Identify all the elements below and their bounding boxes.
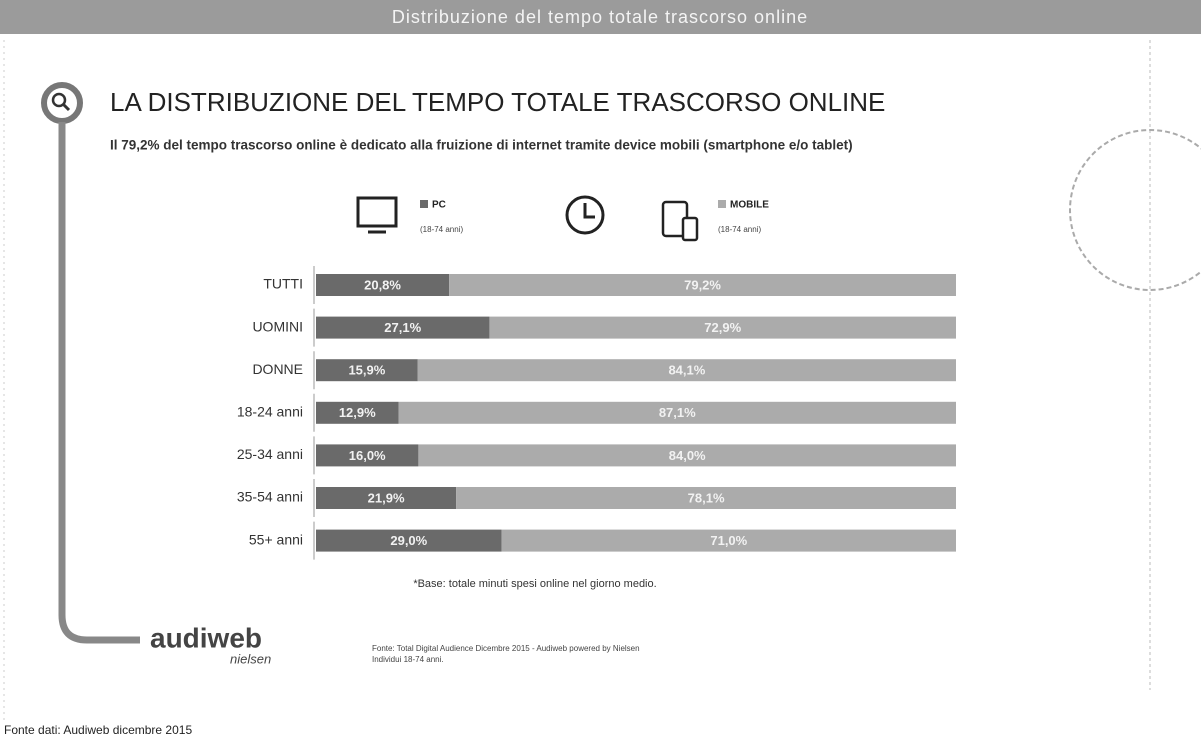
data-label: 15,9% [348,363,385,378]
data-label: 29,0% [390,533,427,548]
y-tick-label: 55+ anni [249,531,303,547]
stamp [1069,129,1201,291]
data-label: 16,0% [349,448,386,463]
legend-swatch [718,200,726,208]
bar-segment [398,401,956,424]
data-label: 20,8% [364,277,401,292]
pc-icon [356,196,398,228]
data-label: 84,1% [668,363,705,378]
data-label: 72,9% [704,320,741,335]
bar-segment [417,359,956,382]
bar-segment [316,529,502,552]
footnote: *Base: totale minuti spesi online nel gi… [413,578,656,590]
bar-segment [489,316,956,339]
chart-title: LA DISTRIBUZIONE DEL TEMPO TOTALE TRASCO… [110,87,885,117]
logo-sub: nielsen [230,651,271,666]
mobile-icon [681,216,699,242]
y-tick-label: 18-24 anni [237,404,303,420]
bar-segment [418,444,956,467]
source: Fonte: Total Digital Audience Dicembre 2… [372,644,640,653]
legend-note: (18-74 anni) [420,225,463,234]
y-tick-label: 35-54 anni [237,489,303,505]
bar-segment [501,529,956,552]
banner [0,0,1201,34]
bar-segment [316,359,418,382]
data-label: 79,2% [684,277,721,292]
search-icon [41,82,83,124]
legend-note: (18-74 anni) [718,225,761,234]
subtitle: Il 79,2% del tempo trascorso online è de… [110,138,853,153]
data-label: 12,9% [339,405,376,420]
banner-text: Distribuzione del tempo totale trascorso… [392,7,808,27]
search-icon [51,92,67,108]
source: Individui 18-74 anni. [372,655,444,664]
clock-icon [583,203,595,219]
legend-label: PC [432,200,446,211]
data-label: 87,1% [659,405,696,420]
bar-segment [316,444,419,467]
bar-segment [316,316,490,339]
bar-segment [316,487,457,509]
bar-segment [316,401,399,424]
bar-segment [316,274,450,296]
data-label: 78,1% [688,490,725,505]
y-tick-label: UOMINI [252,318,303,334]
bar-segment [456,487,956,509]
data-label: 21,9% [368,490,405,505]
y-tick-label: DONNE [252,361,303,377]
data-label: 84,0% [669,448,706,463]
logo: audiweb [150,622,262,653]
legend-label: MOBILE [730,200,769,211]
search-icon [61,102,71,112]
data-label: 27,1% [384,320,421,335]
connector [58,122,140,644]
bar-segment [449,274,956,296]
footer: Fonte dati: Audiweb dicembre 2015 [4,723,192,737]
legend-swatch [420,200,428,208]
data-label: 71,0% [710,533,747,548]
y-tick-label: 25-34 anni [237,446,303,462]
y-tick-label: TUTTI [263,276,303,292]
